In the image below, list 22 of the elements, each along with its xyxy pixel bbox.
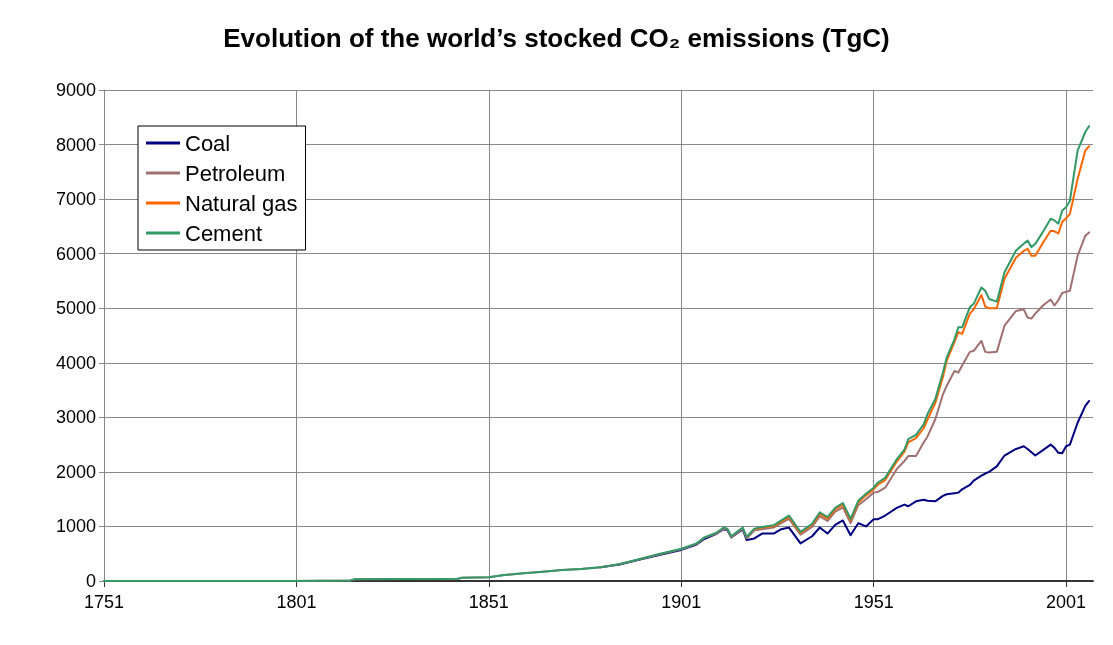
x-tick-label: 2001	[1046, 592, 1087, 612]
y-tick-label: 2000	[55, 461, 96, 482]
y-tick-label: 7000	[55, 189, 96, 210]
y-tick-label: 8000	[55, 134, 96, 155]
x-tick-label: 1751	[83, 592, 125, 612]
legend-label: Petroleum	[185, 160, 286, 186]
y-tick-label: 9000	[55, 80, 96, 100]
y-tick-label: 0	[85, 571, 96, 591]
x-tick-label: 1801	[276, 592, 317, 612]
line-series	[753, 145, 1091, 534]
legend-label: Natural gas	[185, 190, 298, 216]
x-tick-label: 1951	[853, 592, 894, 612]
y-tick-label: 4000	[55, 352, 96, 373]
y-tick-label: 6000	[55, 243, 96, 264]
legend-label: Cement	[185, 220, 263, 246]
chart-title: Evolution of the world’s stocked CO₂ emissions (TgC)	[223, 23, 890, 53]
y-tick-label: 3000	[55, 407, 96, 428]
y-tick-label: 5000	[55, 298, 96, 319]
legend-label: Coal	[185, 130, 231, 156]
y-tick-label: 1000	[55, 516, 96, 537]
x-tick-label: 1901	[661, 592, 702, 612]
x-tick-label: 1851	[468, 592, 509, 612]
